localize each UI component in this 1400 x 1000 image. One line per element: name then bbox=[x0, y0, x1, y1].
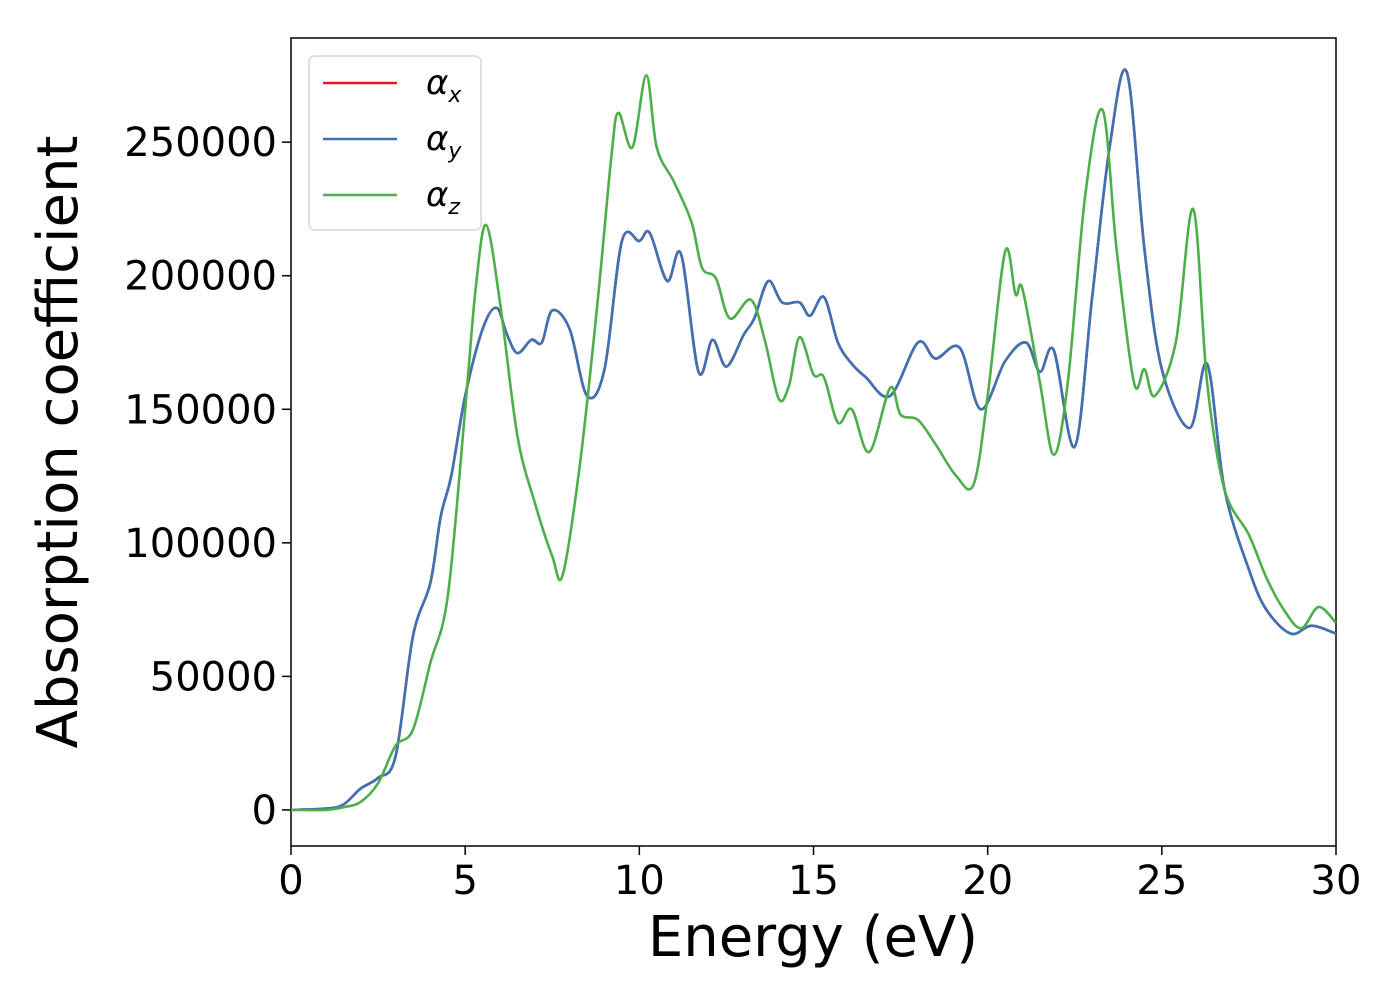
y-tick-label: 150000 bbox=[124, 387, 277, 433]
y-tick-label: 50000 bbox=[150, 654, 277, 700]
legend-label-alpha-z: αz bbox=[426, 175, 460, 220]
legend-label-alpha-y: αy bbox=[426, 119, 462, 164]
x-tick-label: 0 bbox=[278, 858, 303, 904]
x-tick-label: 10 bbox=[614, 858, 665, 904]
y-tick-label: 100000 bbox=[124, 521, 277, 567]
x-tick-label: 5 bbox=[452, 858, 477, 904]
series-line-alpha-y bbox=[290, 68, 1337, 812]
y-tick-label: 250000 bbox=[124, 120, 277, 166]
legend-box bbox=[308, 55, 482, 231]
y-tick-label: 200000 bbox=[124, 254, 277, 300]
series-layer bbox=[290, 68, 1337, 812]
y-tick-label: 0 bbox=[252, 788, 277, 834]
y-axis-ticks: 0 50000 100000 150000 200000 250000 bbox=[124, 120, 291, 834]
legend: αx αy αz bbox=[308, 55, 482, 231]
x-axis-ticks: 0 5 10 15 20 25 30 bbox=[278, 846, 1361, 904]
x-tick-label: 25 bbox=[1136, 858, 1187, 904]
y-axis-label: Absorption coefficient bbox=[26, 136, 91, 749]
series-line-alpha-z bbox=[290, 74, 1337, 812]
legend-label-alpha-x: αx bbox=[426, 63, 462, 108]
x-tick-label: 15 bbox=[788, 858, 839, 904]
x-tick-label: 30 bbox=[1311, 858, 1362, 904]
x-axis-label: Energy (eV) bbox=[648, 905, 978, 970]
x-tick-label: 20 bbox=[962, 858, 1013, 904]
